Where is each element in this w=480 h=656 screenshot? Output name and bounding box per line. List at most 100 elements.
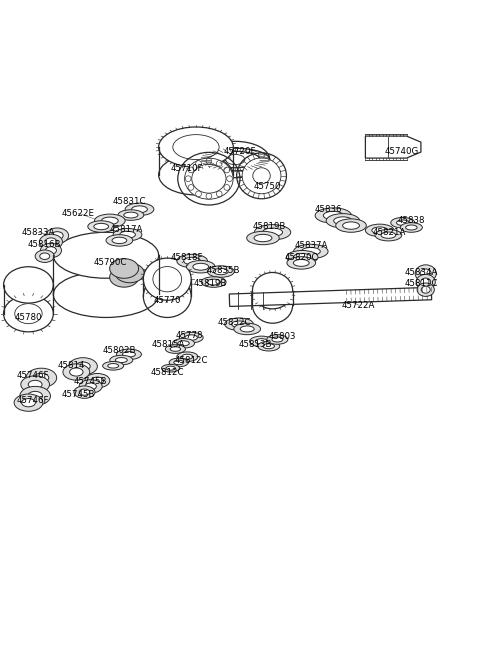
Ellipse shape: [272, 337, 283, 342]
Ellipse shape: [170, 347, 180, 352]
Ellipse shape: [253, 168, 270, 184]
Text: 45710F: 45710F: [170, 164, 203, 173]
Circle shape: [188, 184, 194, 190]
Ellipse shape: [79, 389, 90, 396]
Ellipse shape: [185, 158, 233, 199]
Ellipse shape: [240, 326, 254, 332]
Ellipse shape: [207, 279, 220, 285]
Ellipse shape: [406, 225, 417, 230]
Ellipse shape: [63, 364, 90, 380]
Circle shape: [185, 176, 191, 182]
Ellipse shape: [287, 256, 316, 269]
Ellipse shape: [315, 208, 351, 223]
Ellipse shape: [255, 338, 268, 344]
Ellipse shape: [226, 154, 245, 165]
Ellipse shape: [263, 344, 275, 349]
Ellipse shape: [76, 362, 90, 371]
Text: 45745B: 45745B: [74, 377, 108, 386]
Ellipse shape: [122, 352, 135, 357]
Text: 45814: 45814: [58, 361, 85, 370]
Ellipse shape: [94, 224, 108, 230]
Text: 45746F: 45746F: [17, 371, 49, 380]
Ellipse shape: [120, 232, 135, 238]
Ellipse shape: [421, 286, 430, 293]
Circle shape: [227, 176, 232, 182]
Ellipse shape: [415, 265, 436, 282]
Polygon shape: [365, 136, 421, 158]
Ellipse shape: [144, 258, 191, 300]
Ellipse shape: [108, 363, 119, 368]
Ellipse shape: [21, 376, 49, 393]
Polygon shape: [229, 287, 432, 306]
Ellipse shape: [252, 272, 293, 309]
Ellipse shape: [14, 394, 43, 411]
Ellipse shape: [242, 158, 281, 194]
Ellipse shape: [334, 217, 352, 225]
Ellipse shape: [53, 272, 158, 318]
Ellipse shape: [20, 386, 50, 405]
Ellipse shape: [118, 210, 144, 220]
Ellipse shape: [15, 304, 42, 323]
Circle shape: [196, 191, 202, 197]
Ellipse shape: [3, 295, 53, 332]
Ellipse shape: [343, 222, 360, 229]
Ellipse shape: [3, 267, 53, 303]
Ellipse shape: [172, 338, 194, 348]
Ellipse shape: [263, 228, 283, 237]
Text: 45836: 45836: [315, 205, 342, 214]
Ellipse shape: [179, 333, 203, 343]
Ellipse shape: [85, 373, 110, 388]
Ellipse shape: [294, 253, 311, 261]
Ellipse shape: [372, 227, 388, 234]
Ellipse shape: [365, 224, 394, 237]
Ellipse shape: [184, 257, 201, 264]
Ellipse shape: [214, 268, 228, 275]
Ellipse shape: [225, 318, 253, 331]
Ellipse shape: [158, 127, 233, 167]
Ellipse shape: [115, 358, 127, 363]
Text: 45820C: 45820C: [285, 253, 318, 262]
Ellipse shape: [26, 368, 57, 387]
Text: 45740G: 45740G: [384, 148, 419, 156]
Text: 45790C: 45790C: [93, 258, 127, 268]
Ellipse shape: [400, 222, 422, 232]
Ellipse shape: [69, 358, 97, 375]
Ellipse shape: [125, 203, 154, 216]
Text: 45838: 45838: [397, 216, 425, 225]
Ellipse shape: [267, 335, 288, 344]
Circle shape: [206, 158, 212, 164]
Ellipse shape: [117, 349, 142, 359]
Ellipse shape: [106, 235, 133, 246]
Text: 45833A: 45833A: [21, 228, 55, 237]
Ellipse shape: [250, 336, 274, 346]
Ellipse shape: [416, 274, 435, 290]
Circle shape: [206, 194, 212, 199]
Circle shape: [224, 167, 229, 173]
Text: 45770: 45770: [154, 296, 181, 305]
Ellipse shape: [254, 234, 272, 241]
Ellipse shape: [173, 134, 219, 159]
Ellipse shape: [40, 243, 61, 258]
Ellipse shape: [110, 356, 133, 365]
Ellipse shape: [375, 230, 402, 241]
Ellipse shape: [192, 164, 226, 193]
Text: 45831C: 45831C: [112, 197, 146, 206]
Ellipse shape: [112, 237, 127, 243]
Ellipse shape: [185, 335, 197, 340]
Text: 45834A: 45834A: [404, 268, 438, 277]
Circle shape: [224, 184, 229, 190]
Ellipse shape: [421, 278, 431, 286]
Text: 45811C: 45811C: [404, 279, 438, 289]
Ellipse shape: [109, 258, 139, 278]
Text: 45815A: 45815A: [152, 340, 185, 349]
Ellipse shape: [40, 253, 50, 259]
Ellipse shape: [166, 366, 175, 370]
Text: 45802B: 45802B: [103, 346, 136, 356]
Ellipse shape: [174, 360, 184, 365]
Ellipse shape: [101, 217, 118, 224]
Ellipse shape: [113, 228, 142, 241]
Text: 45812C: 45812C: [151, 367, 184, 377]
Ellipse shape: [103, 361, 124, 370]
Ellipse shape: [88, 221, 115, 232]
Ellipse shape: [34, 373, 49, 382]
